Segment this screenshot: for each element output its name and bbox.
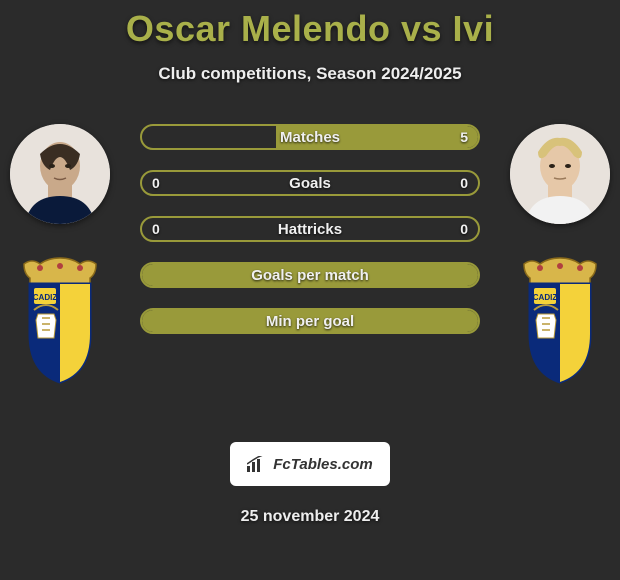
page-subtitle: Club competitions, Season 2024/2025	[0, 64, 620, 84]
stats-area: CADIZ CADIZ 5Matches00Goa	[0, 124, 620, 394]
stat-value-right: 5	[460, 129, 468, 145]
stat-label: Hattricks	[278, 221, 342, 238]
stat-bar: Goals per match	[140, 262, 480, 288]
club-crest-icon: CADIZ	[510, 254, 610, 384]
date-text: 25 november 2024	[0, 508, 620, 526]
stat-bar: 0 0 Hattricks	[140, 216, 480, 242]
svg-text:CADIZ: CADIZ	[33, 293, 58, 302]
stat-value-left: 0	[152, 221, 160, 237]
svg-text:CADIZ: CADIZ	[533, 293, 558, 302]
stat-label: Min per goal	[266, 313, 354, 330]
stat-value-left: 0	[152, 175, 160, 191]
stat-label: Goals per match	[251, 267, 369, 284]
stat-label: Goals	[289, 175, 331, 192]
club-crest-icon: CADIZ	[10, 254, 110, 384]
player-photo-right	[510, 124, 610, 224]
page-title: Oscar Melendo vs Ivi	[0, 0, 620, 50]
stat-value-right: 0	[460, 221, 468, 237]
avatar-icon	[510, 124, 610, 224]
stat-bar: 5 Matches	[140, 124, 480, 150]
stat-bar: Min per goal	[140, 308, 480, 334]
club-badge-right: CADIZ	[510, 254, 610, 384]
chart-icon	[247, 456, 267, 472]
player-photo-left	[10, 124, 110, 224]
attribution-text: FcTables.com	[273, 456, 372, 473]
stat-value-right: 0	[460, 175, 468, 191]
club-badge-left: CADIZ	[10, 254, 110, 384]
stat-bar: 0 0 Goals	[140, 170, 480, 196]
stat-label: Matches	[280, 129, 340, 146]
stat-bars: 5 Matches 0 0 Goals 0 0 Hattricks Goals per matc…	[140, 124, 480, 354]
attribution-badge: FcTables.com	[230, 442, 390, 486]
avatar-icon	[10, 124, 110, 224]
